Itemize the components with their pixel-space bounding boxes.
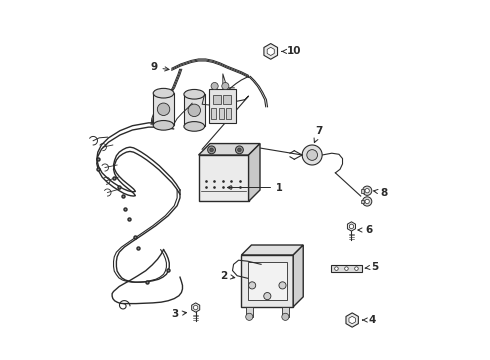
Circle shape — [363, 186, 372, 195]
Circle shape — [307, 150, 318, 160]
Text: 3: 3 — [172, 309, 187, 319]
Circle shape — [210, 148, 213, 152]
Bar — [361, 189, 364, 193]
Polygon shape — [248, 144, 260, 202]
Polygon shape — [198, 144, 260, 155]
Polygon shape — [293, 245, 303, 307]
Text: 2: 2 — [220, 271, 235, 281]
Circle shape — [248, 282, 256, 289]
Circle shape — [188, 104, 200, 117]
Circle shape — [208, 146, 216, 154]
Polygon shape — [267, 47, 274, 55]
Circle shape — [355, 267, 358, 270]
Circle shape — [264, 293, 271, 300]
Text: 6: 6 — [358, 225, 372, 235]
Bar — [153, 93, 174, 125]
Polygon shape — [349, 224, 354, 229]
Text: 4: 4 — [363, 315, 376, 325]
Ellipse shape — [153, 121, 174, 130]
Bar — [282, 307, 289, 317]
Polygon shape — [347, 222, 355, 231]
Text: 9: 9 — [150, 63, 169, 72]
Bar — [209, 89, 236, 123]
Bar — [211, 108, 217, 118]
Polygon shape — [192, 303, 200, 312]
Circle shape — [302, 145, 322, 165]
Bar — [226, 108, 231, 118]
Bar — [184, 94, 205, 126]
Bar — [213, 95, 220, 104]
Circle shape — [344, 267, 348, 270]
Polygon shape — [264, 44, 277, 59]
Circle shape — [238, 148, 241, 152]
Circle shape — [363, 197, 372, 206]
Circle shape — [335, 267, 338, 270]
Circle shape — [279, 282, 286, 289]
Text: 1: 1 — [227, 183, 283, 193]
Text: 7: 7 — [314, 126, 323, 143]
Ellipse shape — [184, 89, 205, 99]
Bar — [331, 265, 362, 272]
Ellipse shape — [153, 88, 174, 98]
Bar — [361, 200, 364, 203]
Bar — [223, 95, 231, 104]
Polygon shape — [242, 255, 293, 307]
Polygon shape — [194, 305, 198, 310]
Text: 8: 8 — [373, 188, 388, 198]
Circle shape — [365, 189, 369, 193]
Text: 10: 10 — [282, 46, 302, 57]
Circle shape — [365, 199, 369, 203]
Circle shape — [282, 313, 289, 320]
Ellipse shape — [184, 122, 205, 131]
Polygon shape — [346, 313, 358, 327]
Circle shape — [211, 82, 218, 90]
Bar — [219, 108, 223, 118]
Bar — [248, 262, 287, 300]
Bar — [245, 307, 253, 317]
Circle shape — [245, 313, 253, 320]
Polygon shape — [198, 155, 248, 202]
Polygon shape — [349, 316, 355, 324]
Circle shape — [157, 103, 170, 116]
Circle shape — [222, 82, 229, 90]
Text: 5: 5 — [365, 262, 378, 272]
Polygon shape — [242, 245, 303, 255]
Circle shape — [236, 146, 244, 154]
